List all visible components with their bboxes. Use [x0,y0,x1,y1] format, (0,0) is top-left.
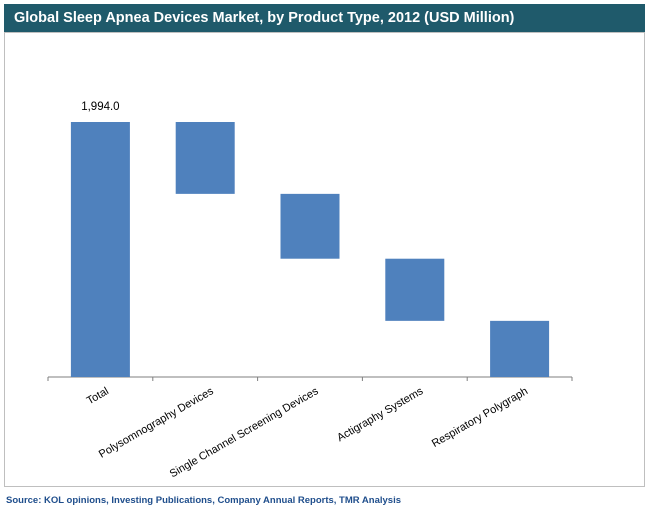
bar-0 [70,122,130,377]
x-tick-label: Total [85,385,111,407]
bar-4 [490,320,550,377]
bar-1 [175,122,235,194]
x-tick-label: Respiratory Polygraph [430,385,530,450]
source-note: Source: KOL opinions, Investing Publicat… [6,495,402,506]
x-tick-label: Actigraphy Systems [335,385,426,444]
data-label: 1,994.0 [81,101,119,113]
bar-3 [385,258,445,321]
chart-title: Global Sleep Apnea Devices Market, by Pr… [4,4,645,32]
x-tick-label: Polysomnography Devices [97,385,216,461]
bar-2 [280,193,340,259]
